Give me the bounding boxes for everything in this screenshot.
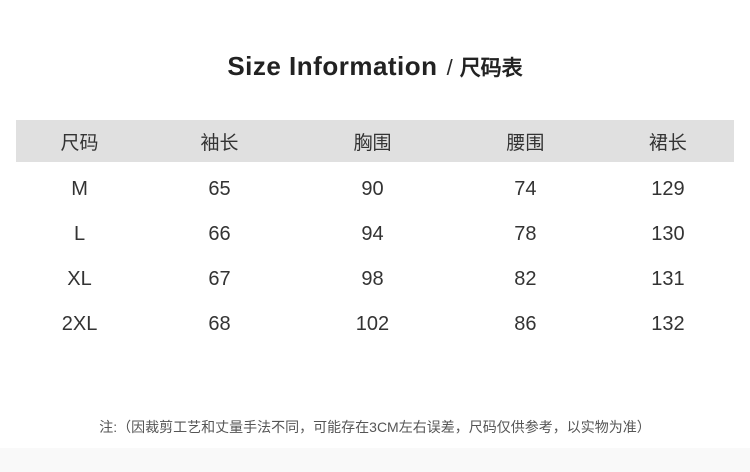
sleeve-value: 67 xyxy=(208,268,231,290)
bust-value: 98 xyxy=(361,268,384,290)
bust-value: 90 xyxy=(361,178,384,200)
waist-value: 78 xyxy=(514,223,537,245)
waist-value: 82 xyxy=(514,268,537,290)
sleeve-value: 68 xyxy=(208,313,231,335)
column-header-skirt-length: 裙长 xyxy=(648,132,687,154)
title-english: Size Information xyxy=(227,51,438,81)
sleeve-value: 66 xyxy=(208,223,231,245)
bust-value: 102 xyxy=(355,313,390,335)
column-header-waist: 腰围 xyxy=(506,132,545,154)
waist-value: 86 xyxy=(514,313,537,335)
table-row-l: L 66 94 78 130 xyxy=(16,212,734,257)
size-table: 尺码 袖长 胸围 腰围 裙长 M 65 90 74 129 L 66 94 78… xyxy=(16,120,734,347)
title-separator: / xyxy=(446,55,453,80)
title-chinese: 尺码表 xyxy=(459,57,523,80)
size-label: XL xyxy=(67,268,92,290)
size-label: L xyxy=(73,223,86,245)
table-header-row: 尺码 袖长 胸围 腰围 裙长 xyxy=(16,120,734,162)
waist-value: 74 xyxy=(514,178,537,200)
bust-value: 94 xyxy=(361,223,384,245)
measurement-disclaimer-note: 注:（因裁剪工艺和丈量手法不同，可能存在3CM左右误差，尺码仅供参考，以实物为准… xyxy=(99,419,651,435)
size-label: M xyxy=(71,178,88,200)
table-row-xl: XL 67 98 82 131 xyxy=(16,257,734,302)
page-title: Size Information / 尺码表 xyxy=(0,46,750,83)
skirt-length-value: 131 xyxy=(651,268,685,290)
footer-strip xyxy=(0,448,750,472)
skirt-length-value: 129 xyxy=(651,178,685,200)
column-header-bust: 胸围 xyxy=(353,132,392,154)
size-label: 2XL xyxy=(61,313,98,335)
skirt-length-value: 132 xyxy=(651,313,685,335)
column-header-size: 尺码 xyxy=(60,132,99,154)
table-row-2xl: 2XL 68 102 86 132 xyxy=(16,302,734,347)
sleeve-value: 65 xyxy=(208,178,231,200)
table-row-m: M 65 90 74 129 xyxy=(16,167,734,212)
skirt-length-value: 130 xyxy=(651,223,685,245)
table-body: M 65 90 74 129 L 66 94 78 130 XL 67 98 8… xyxy=(16,162,734,347)
column-header-sleeve-length: 袖长 xyxy=(200,132,239,154)
